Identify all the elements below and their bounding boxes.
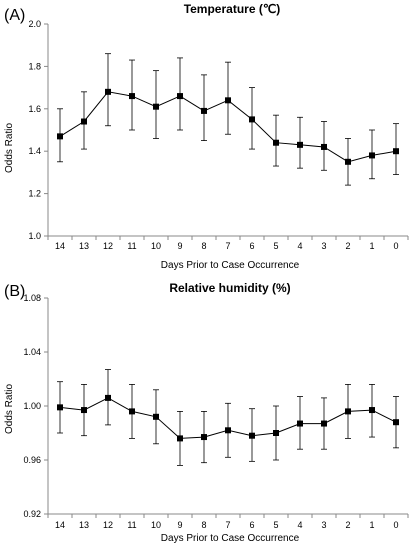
panel-b-data-point — [369, 407, 375, 414]
panel-a-label: (A) — [4, 7, 25, 24]
panel-a-data-point — [105, 88, 111, 95]
panel-b-ylabel: Odds Ratio — [4, 384, 15, 434]
panel-a-xlabel: Days Prior to Case Occurrence — [161, 260, 300, 271]
panel-b-data-point — [81, 407, 87, 414]
panel-b-data-point — [129, 408, 135, 415]
panel-a-data-point — [129, 93, 135, 100]
panel-b-ytick-label: 0.96 — [23, 455, 41, 465]
panel-b-data-point — [105, 394, 111, 401]
panel-b-xtick-label: 10 — [151, 520, 161, 530]
panel-a-xtick-label: 9 — [177, 241, 182, 251]
panel-b-ytick-label: 0.92 — [23, 509, 41, 519]
panel-a-data-point — [273, 139, 279, 146]
panel-b-data-point — [177, 435, 183, 442]
panel-a-ylabel: Odds Ratio — [4, 123, 15, 173]
panel-a-ytick-label: 2.0 — [28, 19, 41, 29]
panel-b-xtick-label: 9 — [177, 520, 182, 530]
panel-b-data-point — [273, 430, 279, 436]
panel-a-xtick-label: 14 — [55, 241, 65, 251]
panel-a-xtick-label: 7 — [225, 241, 230, 251]
panel-b-data-point — [57, 404, 63, 411]
panel-b-title: Relative humidity (%) — [169, 281, 290, 295]
panel-a-data-point — [81, 118, 87, 125]
panel-b-xlabel: Days Prior to Case Occurrence — [161, 533, 300, 544]
panel-a-title: Temperature (℃) — [184, 2, 281, 16]
panel-a-data-point — [369, 152, 375, 159]
panel-b-xtick-label: 5 — [273, 520, 278, 530]
panel-a-xtick-label: 8 — [201, 241, 206, 251]
panel-b-xtick-label: 6 — [249, 520, 254, 530]
panel-a-data-point — [177, 93, 183, 100]
panel-a-ytick-label: 1.2 — [28, 189, 41, 199]
panel-b-xtick-label: 13 — [79, 520, 89, 530]
panel-b-data-point — [393, 419, 399, 426]
panel-a-data-point — [249, 116, 255, 123]
panel-b-data-point — [249, 432, 255, 439]
panel-a-xtick-label: 13 — [79, 241, 89, 251]
panel-a-data-point — [57, 133, 63, 140]
panel-b-xtick-label: 11 — [127, 520, 136, 530]
panel-a-data-point — [297, 141, 303, 148]
panel-a-xtick-label: 6 — [249, 241, 254, 251]
panel-a-xtick-label: 11 — [127, 241, 136, 251]
panel-a-data-point — [153, 103, 159, 110]
panel-b-ytick-label: 1.04 — [23, 347, 41, 357]
panel-b-data-point — [297, 420, 303, 427]
panel-b-xtick-label: 4 — [297, 520, 302, 530]
panel-a-ytick-label: 1.6 — [28, 104, 41, 114]
panel-b-data-point — [321, 420, 327, 427]
panel-a-xtick-label: 4 — [297, 241, 302, 251]
panel-b-xtick-label: 14 — [55, 520, 65, 530]
panel-b-xtick-label: 7 — [225, 520, 230, 530]
panel-a-xtick-label: 0 — [393, 241, 398, 251]
panel-b-xtick-label: 0 — [393, 520, 398, 530]
panel-a-data-point — [201, 107, 207, 114]
panel-a-plot: 1.01.21.41.61.82.014 13 12 11 10 9 8 7 6 5 4 3 2 1 0 — [28, 19, 409, 251]
panel-b-data-point — [153, 413, 159, 420]
panel-a-ytick-label: 1.4 — [28, 146, 41, 156]
panel-b-xtick-label: 3 — [321, 520, 326, 530]
panel-b-xtick-label: 12 — [103, 520, 113, 530]
panel-b-data-point — [225, 427, 231, 434]
panel-a-data-point — [225, 97, 231, 104]
panel-a-ytick-label: 1.8 — [28, 61, 41, 71]
panel-b-xtick-label: 2 — [345, 520, 350, 530]
panel-b-data-point — [345, 408, 351, 415]
panel-a-data-point — [393, 148, 399, 155]
panel-a-ytick-label: 1.0 — [28, 231, 41, 241]
panel-b-xtick-label: 8 — [201, 520, 206, 530]
panel-a-xtick-label: 5 — [273, 241, 278, 251]
panel-b-label: (B) — [4, 283, 25, 300]
panel-a-xtick-label: 12 — [103, 241, 113, 251]
panel-a-data-point — [321, 143, 327, 150]
panel-b-ytick-label: 1.00 — [23, 401, 41, 411]
panel-a-xtick-label: 10 — [151, 241, 161, 251]
panel-a-xtick-label: 2 — [345, 241, 350, 251]
panel-a-data-point — [345, 158, 351, 165]
panel-b-xtick-label: 1 — [369, 520, 374, 530]
panel-a-xtick-label: 1 — [369, 241, 374, 251]
panel-b-ytick-label: 1.08 — [23, 293, 41, 303]
panel-b-data-point — [201, 434, 207, 441]
panel-a-xtick-label: 3 — [321, 241, 326, 251]
